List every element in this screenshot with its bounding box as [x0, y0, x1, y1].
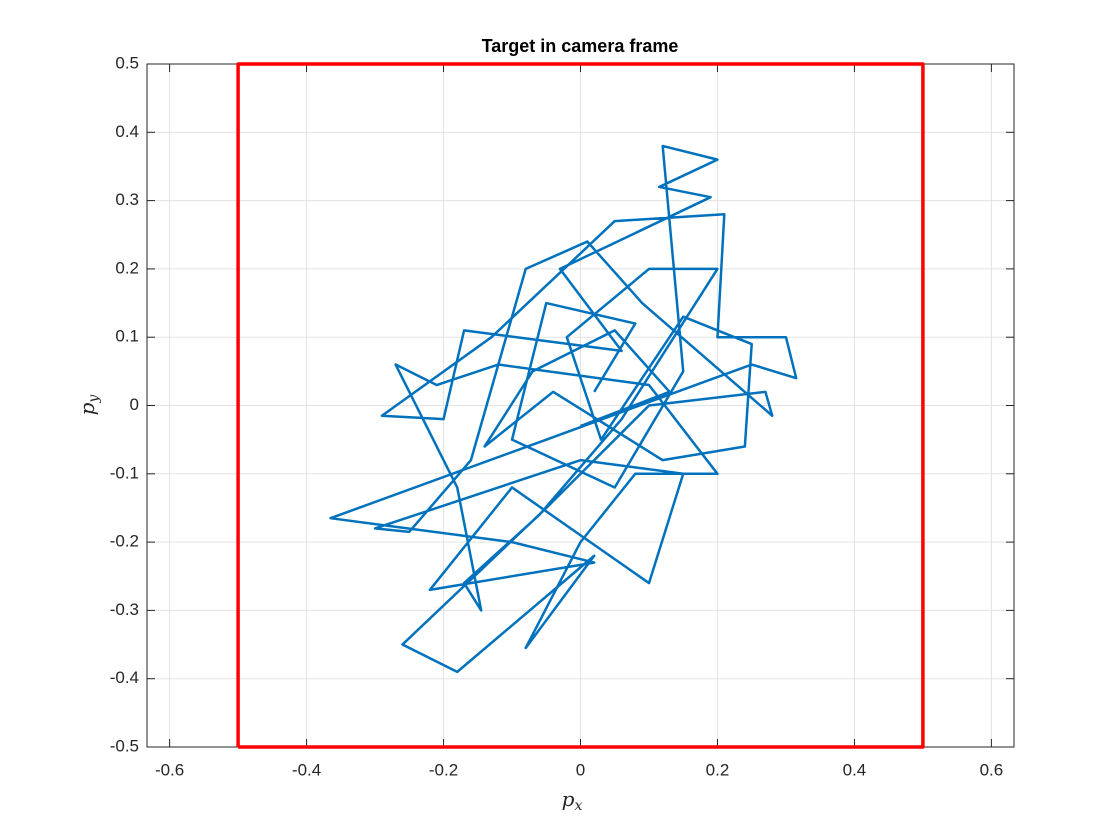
y-tick-label: -0.2 [110, 532, 139, 551]
x-tick-label: -0.6 [155, 760, 184, 779]
x-tick-label: 0.2 [706, 760, 730, 779]
y-tick-label: -0.1 [110, 463, 139, 482]
x-axis-label-sub: x [574, 798, 582, 814]
x-tick-label: 0.4 [843, 760, 867, 779]
y-tick-label: 0.2 [115, 258, 139, 277]
x-tick-label: -0.4 [292, 760, 321, 779]
y-tick-label: 0 [130, 395, 139, 414]
series-line [329, 144, 798, 674]
y-axis-label-sub: y [86, 394, 102, 404]
x-axis-label-base: p [562, 787, 575, 811]
y-tick-label: 0.4 [115, 122, 139, 141]
x-tick-label: -0.2 [429, 760, 458, 779]
x-axis-label: px [562, 787, 583, 815]
x-tick-label: 0.6 [980, 760, 1004, 779]
y-tick-label: 0.1 [115, 327, 139, 346]
y-axis-label: py [75, 394, 103, 416]
y-tick-label: -0.4 [110, 668, 139, 687]
y-axis-label-base: p [75, 402, 99, 415]
y-tick-label: 0.3 [115, 190, 139, 209]
series-line [236, 62, 925, 749]
y-tick-label: -0.3 [110, 600, 139, 619]
y-tick-label: 0.5 [115, 53, 139, 72]
y-tick-label: -0.5 [110, 736, 139, 755]
x-tick-label: 0 [576, 760, 585, 779]
chart-title: Target in camera frame [482, 36, 679, 56]
